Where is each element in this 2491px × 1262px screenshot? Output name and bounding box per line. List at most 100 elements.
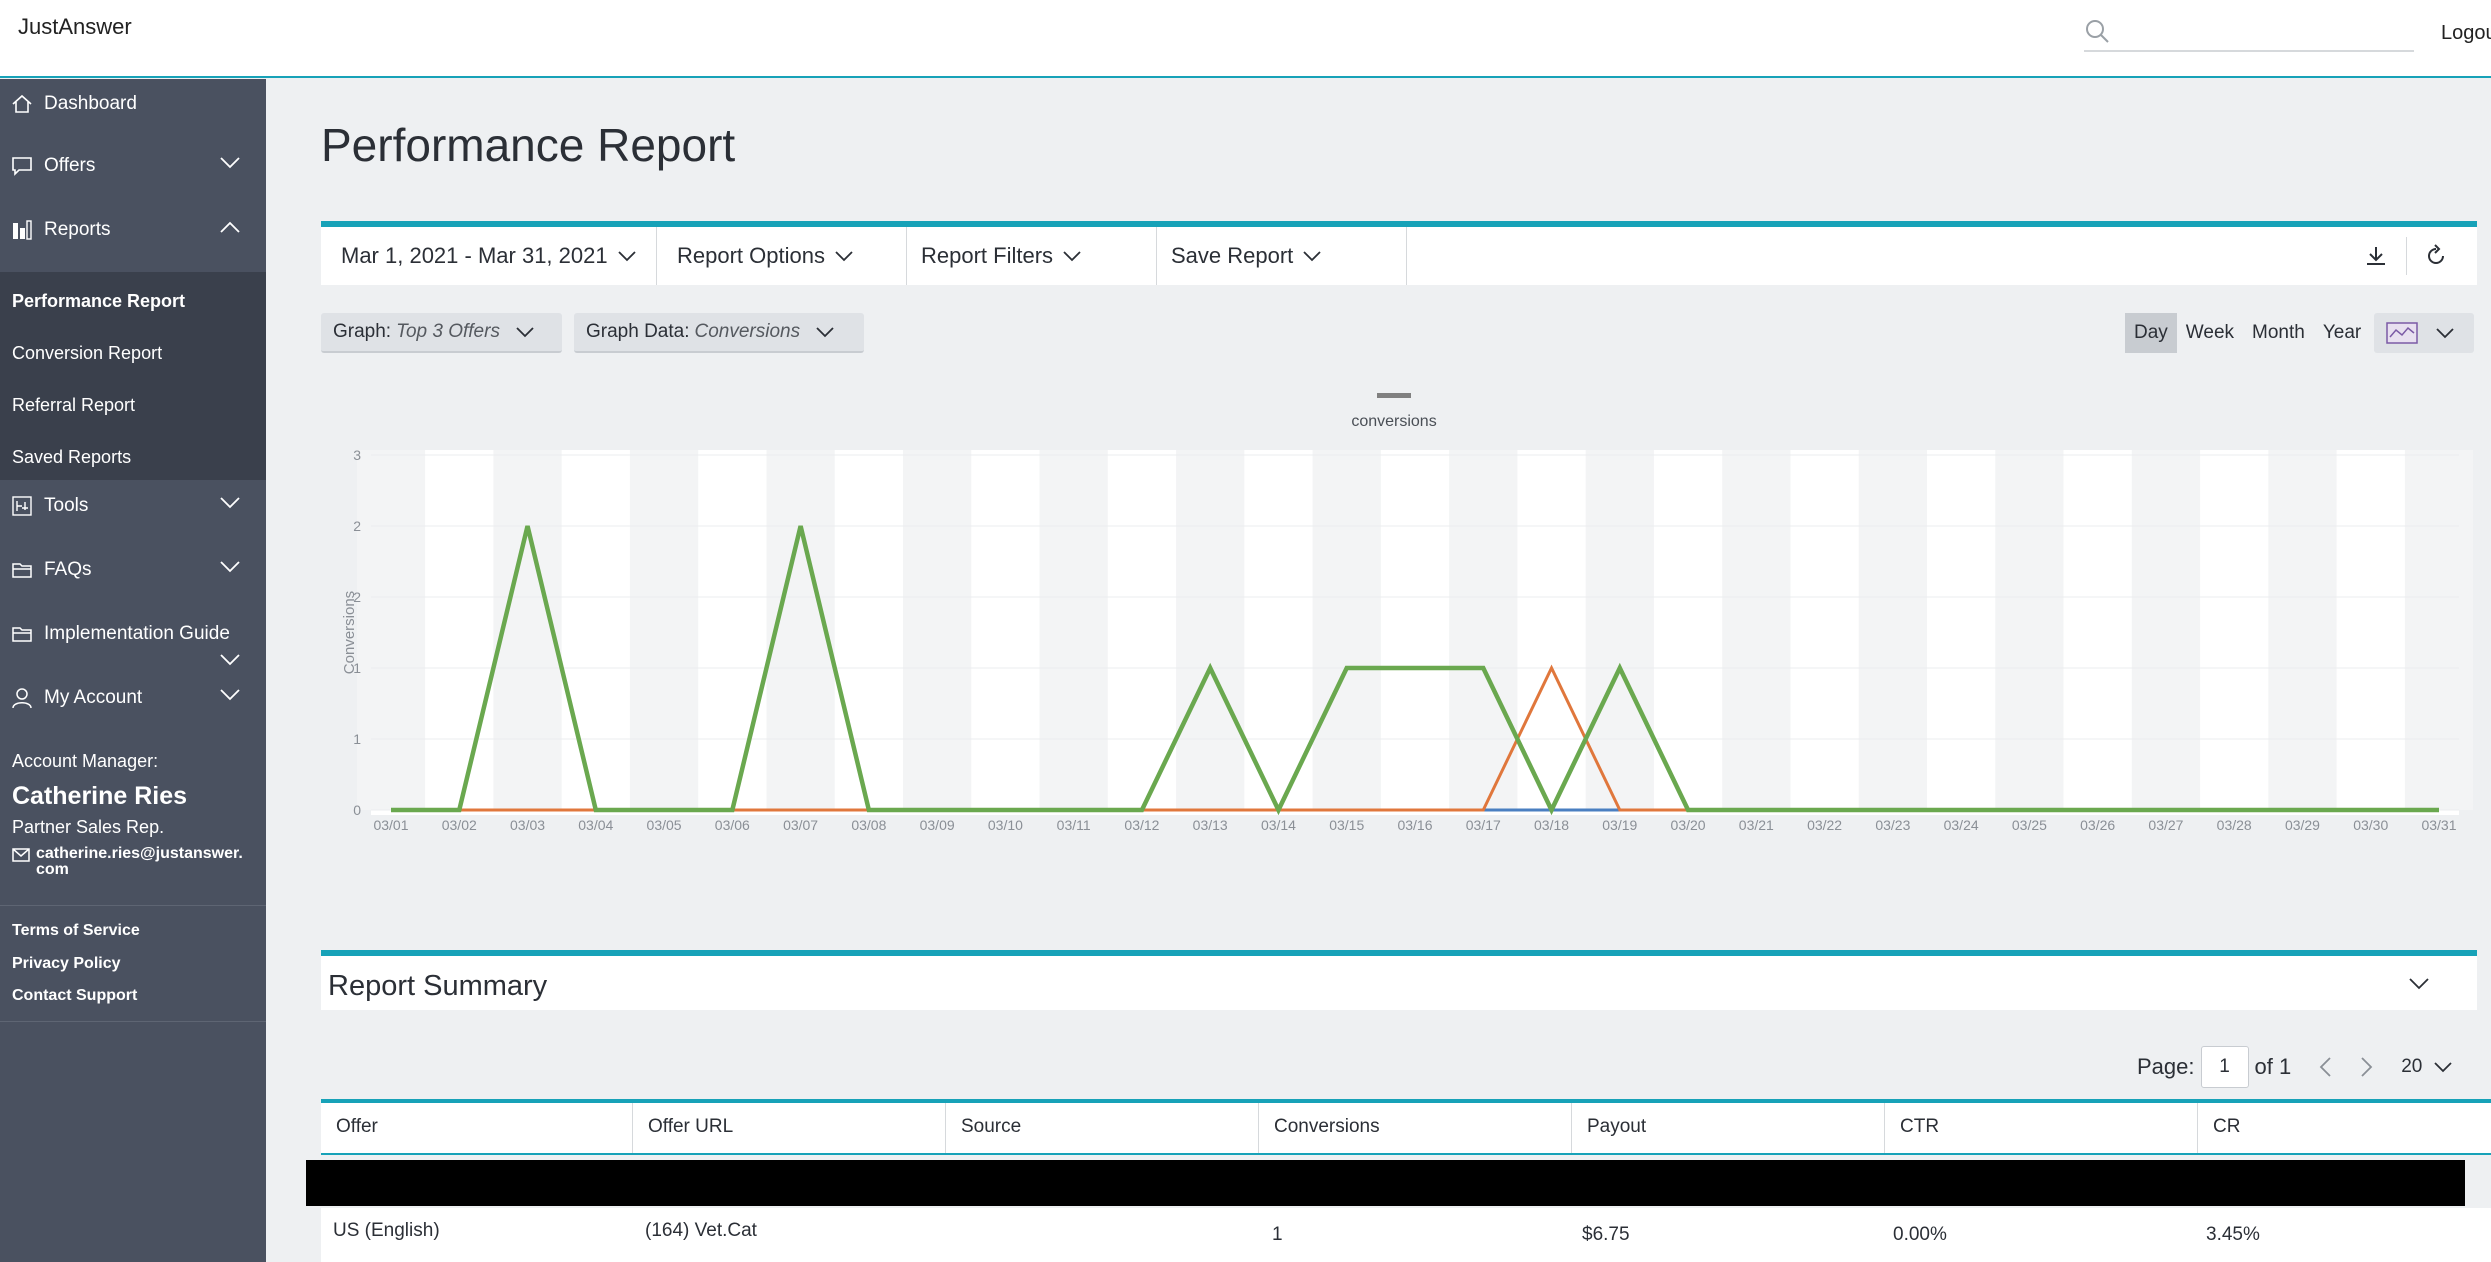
app-logo[interactable]: JustAnswer — [18, 14, 132, 39]
sidebar-item-my-account[interactable]: My Account — [0, 673, 266, 723]
chevron-down-icon — [220, 157, 240, 169]
refresh-icon[interactable] — [2419, 239, 2453, 273]
date-range-dropdown[interactable]: Mar 1, 2021 - Mar 31, 2021 — [321, 227, 657, 285]
column-header-payout[interactable]: Payout — [1572, 1103, 1885, 1153]
y-tick-label: 1 — [353, 660, 361, 676]
x-tick-label: 03/17 — [1466, 817, 1501, 833]
x-tick-label: 03/23 — [1875, 817, 1910, 833]
x-tick-label: 03/24 — [1944, 817, 1979, 833]
period-month-button[interactable]: Month — [2252, 322, 2305, 343]
x-tick-label: 03/02 — [442, 817, 477, 833]
sidebar-item-faqs[interactable]: FAQs — [0, 545, 266, 595]
period-day-button[interactable]: Day — [2125, 313, 2177, 353]
graph-data-selector[interactable]: Graph Data: Conversions — [574, 313, 864, 353]
legend-label: conversions — [1351, 413, 1436, 430]
x-tick-label: 03/07 — [783, 817, 818, 833]
home-icon — [10, 92, 34, 116]
reports-subnav: Performance Report Conversion Report Ref… — [0, 272, 266, 480]
sidebar-divider — [0, 905, 266, 906]
contact-support-link[interactable]: Contact Support — [12, 987, 138, 1004]
x-tick-label: 03/05 — [647, 817, 682, 833]
legend-swatch — [1377, 393, 1411, 398]
plot-band — [629, 450, 699, 810]
search-icon — [2086, 20, 2109, 43]
column-header-ctr[interactable]: CTR — [1885, 1103, 2198, 1153]
account-manager-name: Catherine Ries — [12, 782, 188, 810]
download-icon[interactable] — [2359, 239, 2393, 273]
sidebar-item-reports[interactable]: Reports — [0, 205, 266, 255]
x-tick-label: 03/18 — [1534, 817, 1569, 833]
plot-band — [2404, 450, 2474, 810]
report-options-dropdown[interactable]: Report Options — [657, 227, 907, 285]
sidebar-item-tools[interactable]: Tools — [0, 481, 266, 531]
plot-background — [371, 450, 2459, 815]
chart-type-selector[interactable] — [2374, 313, 2474, 353]
sidebar-item-label: FAQs — [44, 559, 92, 580]
y-tick-label: 3 — [353, 447, 361, 463]
privacy-policy-link[interactable]: Privacy Policy — [12, 955, 121, 972]
sidebar-divider — [0, 1021, 266, 1022]
subnav-referral-report[interactable]: Referral Report — [12, 395, 136, 415]
terms-of-service-link[interactable]: Terms of Service — [12, 922, 140, 939]
subnav-performance-report[interactable]: Performance Report — [12, 291, 186, 311]
plot-band — [356, 450, 426, 810]
chevron-down-icon — [1063, 250, 1081, 261]
tools-icon — [10, 494, 34, 518]
cell-payout: $6.75 — [1582, 1224, 1630, 1245]
page-number-input[interactable]: 1 — [2200, 1046, 2249, 1088]
chevron-right-icon[interactable] — [2361, 1057, 2373, 1077]
top-bar: JustAnswer Logout — [0, 0, 2491, 78]
report-filters-dropdown[interactable]: Report Filters — [907, 227, 1157, 285]
sidebar-item-label: Dashboard — [44, 93, 137, 114]
y-tick-label: 0 — [353, 802, 361, 818]
subnav-saved-reports[interactable]: Saved Reports — [12, 447, 132, 467]
period-week-button[interactable]: Week — [2185, 322, 2235, 343]
sidebar: Dashboard Offers Reports Performance Rep… — [0, 79, 266, 1262]
page-total: of 1 — [2254, 1054, 2292, 1079]
plot-band — [1585, 450, 1654, 810]
x-tick-label: 03/30 — [2353, 817, 2388, 833]
column-header-offer-url[interactable]: Offer URL — [633, 1103, 946, 1153]
chevron-left-icon[interactable] — [2319, 1057, 2331, 1077]
save-report-dropdown[interactable]: Save Report — [1157, 227, 1407, 285]
report-summary-panel[interactable]: Report Summary — [321, 950, 2477, 1010]
search-input[interactable] — [2124, 14, 2404, 50]
column-header-conversions[interactable]: Conversions — [1259, 1103, 1572, 1153]
x-tick-label: 03/26 — [2080, 817, 2115, 833]
pagination: Page: 1 of 1 20 — [2137, 1045, 2452, 1089]
x-tick-label: 03/15 — [1329, 817, 1364, 833]
per-page-select[interactable]: 20 — [2401, 1056, 2423, 1077]
sidebar-item-implementation-guide[interactable]: Implementation Guide — [0, 609, 266, 666]
graph-selector[interactable]: Graph: Top 3 Offers — [321, 313, 562, 353]
x-tick-label: 03/03 — [510, 817, 545, 833]
sidebar-item-label: Offers — [44, 155, 96, 176]
sidebar-item-offers[interactable]: Offers — [0, 141, 266, 191]
chevron-down-icon[interactable] — [2434, 1061, 2452, 1073]
account-manager-email[interactable]: catherine.ries@justanswer. com — [36, 845, 243, 878]
sidebar-item-label: Reports — [44, 219, 111, 240]
period-selector: Day Week Month Year — [2125, 313, 2371, 353]
plot-band — [1039, 450, 1108, 810]
plot-band — [1312, 450, 1381, 810]
column-header-source[interactable]: Source — [946, 1103, 1259, 1153]
table-row[interactable]: US (English) (164) Vet.Cat 1 $6.75 0.00%… — [321, 1208, 2491, 1262]
logout-link[interactable]: Logout — [2441, 22, 2491, 44]
column-header-offer[interactable]: Offer — [321, 1103, 633, 1153]
column-header-cr[interactable]: CR — [2213, 1116, 2241, 1137]
x-tick-label: 03/01 — [373, 817, 408, 833]
y-tick-label: 2 — [353, 589, 361, 605]
performance-chart: 0 1 1 2 2 3 Conversions 03/01 03/02 03/03 03/04 03/… — [321, 380, 2481, 860]
search-box[interactable] — [2084, 14, 2414, 52]
folder-icon — [10, 622, 34, 646]
sidebar-item-dashboard[interactable]: Dashboard — [0, 79, 266, 129]
chevron-down-icon — [220, 689, 240, 701]
account-manager-role: Partner Sales Rep. — [12, 817, 165, 837]
x-tick-label: 03/28 — [2217, 817, 2252, 833]
chat-icon — [10, 154, 34, 178]
x-tick-label: 03/06 — [715, 817, 750, 833]
subnav-conversion-report[interactable]: Conversion Report — [12, 343, 163, 363]
period-year-button[interactable]: Year — [2322, 322, 2362, 343]
sidebar-item-label: Tools — [44, 495, 89, 516]
cell-offer-url[interactable]: (164) Vet.Cat — [645, 1220, 757, 1241]
redacted-row — [306, 1160, 2465, 1206]
